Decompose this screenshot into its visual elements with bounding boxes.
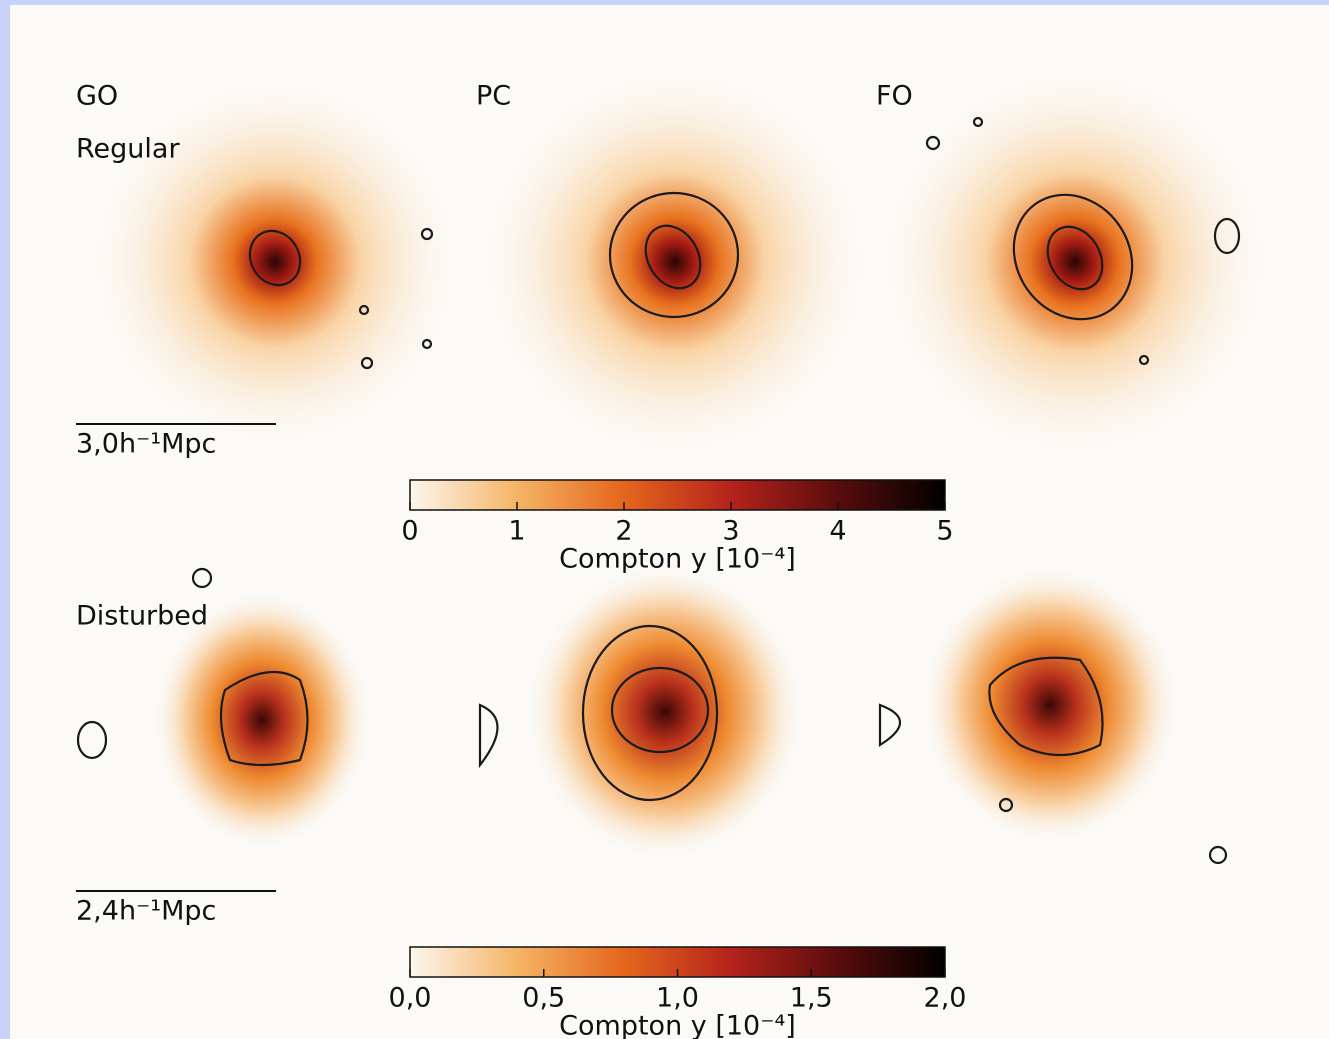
column-label: PC — [476, 81, 511, 112]
column-label: GO — [76, 81, 118, 112]
colorbar-tick-label: 2 — [615, 516, 632, 547]
colorbar-tick-label: 0,5 — [522, 983, 565, 1014]
colorbar-label: Compton y [10⁻⁴] — [559, 544, 796, 575]
colorbar-tick-label: 2,0 — [924, 983, 967, 1014]
colorbar-tick-label: 1 — [508, 516, 525, 547]
colorbar — [409, 479, 946, 511]
colorbar-tick-label: 0,0 — [389, 983, 432, 1014]
colorbar-tick-label: 3 — [722, 516, 739, 547]
row-label: Disturbed — [76, 601, 208, 632]
colorbar-tick-label: 1,5 — [790, 983, 833, 1014]
colorbar-tick-label: 0 — [401, 516, 418, 547]
colorbar-tick-label: 5 — [936, 516, 953, 547]
column-label: FO — [876, 81, 913, 112]
scale-bar-label: 3,0h⁻¹Mpc — [76, 429, 216, 460]
scale-bar-label: 2,4h⁻¹Mpc — [76, 896, 216, 927]
colorbar-label: Compton y [10⁻⁴] — [559, 1011, 796, 1039]
maps — [76, 62, 1275, 865]
colorbar-tick-label: 4 — [829, 516, 846, 547]
colorbar-tick-label: 1,0 — [656, 983, 699, 1014]
row-label: Regular — [76, 134, 180, 165]
